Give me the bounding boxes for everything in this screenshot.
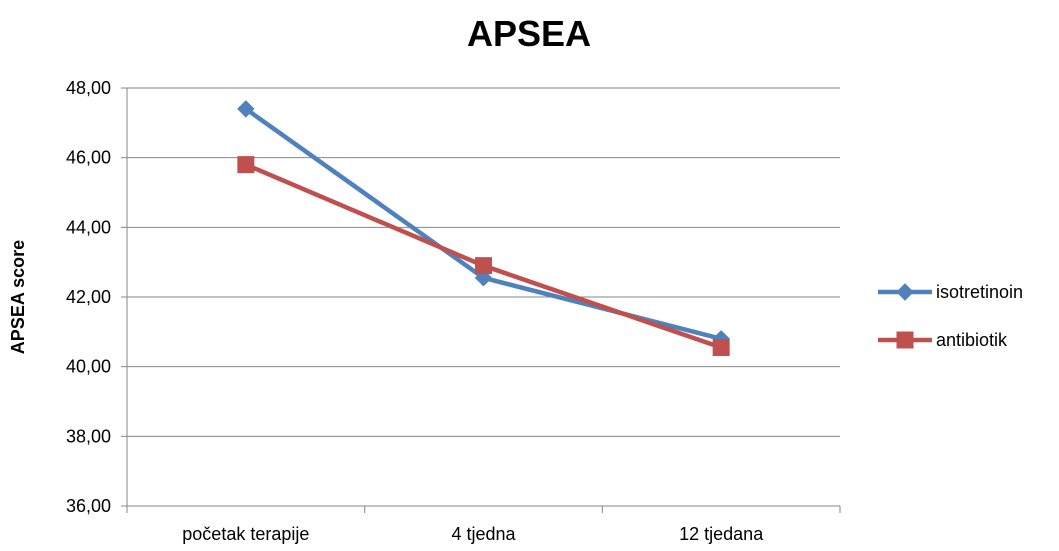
data-point	[712, 339, 730, 357]
x-tick-labels: početak terapije 4 tjedna 12 tjedana	[182, 524, 764, 544]
y-tick-label: 44,00	[66, 217, 111, 237]
y-tick-label: 46,00	[66, 148, 111, 168]
data-point	[237, 156, 255, 174]
legend-marker	[896, 331, 914, 349]
x-tick-label: početak terapije	[182, 524, 309, 544]
series-antibiotik	[237, 156, 730, 357]
legend: isotretinoin antibiotik	[878, 282, 1023, 350]
y-tick-label: 36,00	[66, 496, 111, 516]
y-tick-label: 40,00	[66, 357, 111, 377]
y-tick-labels: 36,00 38,00 40,00 42,00 44,00 46,00 48,00	[66, 78, 111, 516]
x-tick-label: 12 tjedana	[679, 524, 764, 544]
series-lines	[237, 100, 730, 357]
legend-label: isotretinoin	[936, 282, 1023, 302]
legend-item: antibiotik	[878, 330, 1008, 350]
data-point	[475, 257, 492, 275]
y-tick-label: 48,00	[66, 78, 111, 98]
series-isotretinoin	[237, 100, 730, 348]
y-axis-label: APSEA score	[8, 240, 28, 354]
x-tick-label: 4 tjedna	[451, 524, 516, 544]
y-tick-label: 42,00	[66, 287, 111, 307]
legend-label: antibiotik	[936, 330, 1008, 350]
data-point	[237, 100, 255, 118]
legend-marker	[896, 283, 914, 301]
chart-title: APSEA	[467, 13, 591, 54]
y-tick-label: 38,00	[66, 426, 111, 446]
series-line	[244, 107, 722, 341]
axes	[121, 87, 841, 513]
legend-item: isotretinoin	[878, 282, 1023, 302]
